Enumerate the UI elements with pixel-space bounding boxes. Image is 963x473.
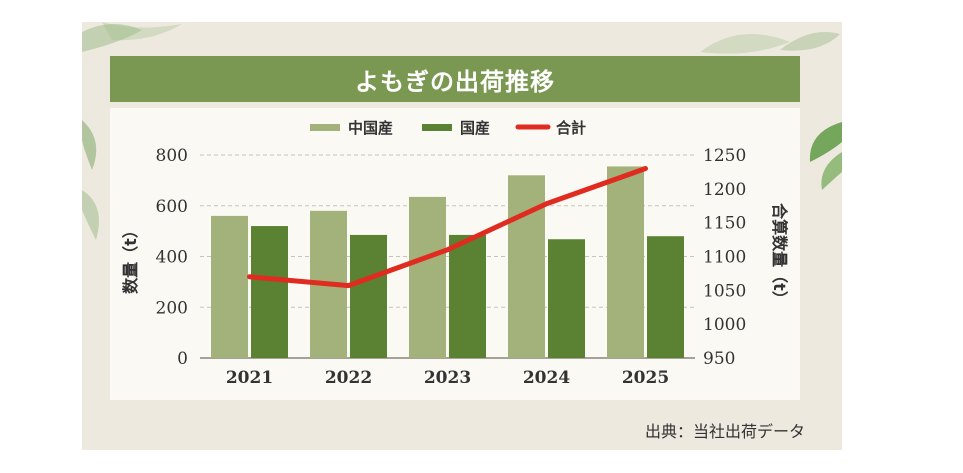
leaf-decoration-right [809,122,842,190]
x-tick-label: 2025 [622,368,669,388]
y2-tick-label: 1150 [703,214,746,234]
bar [548,239,585,358]
bar [449,234,486,358]
leaf-decoration-top-right [700,32,840,54]
y2-tick-label: 950 [703,349,735,369]
x-tick-label: 2023 [424,368,471,388]
y-tick-label: 800 [156,146,188,166]
legend-label: 中国産 [348,119,393,137]
y2-tick-label: 1200 [703,180,746,200]
legend-label: 国産 [460,119,490,137]
leaf-decoration-left [82,120,99,240]
x-tick-label: 2021 [226,368,273,388]
source-note: 出典：当社出荷データ [644,422,805,441]
legend-label: 合計 [555,119,586,137]
title-banner: よもぎの出荷推移 [110,56,800,102]
bar [350,234,387,358]
y-tick-label: 600 [156,197,188,217]
y-tick-label: 200 [156,298,188,318]
y-axis-title: 数量（t） [121,222,140,294]
bar [508,175,545,358]
y-tick-label: 400 [156,248,188,268]
y2-axis-title: 合算数量（t） [770,203,789,307]
bar [607,166,644,358]
y2-tick-label: 1250 [703,146,746,166]
x-tick-label: 2022 [325,368,372,388]
bar [409,196,446,358]
y-tick-label: 0 [177,349,188,369]
chart-title: よもぎの出荷推移 [355,67,555,96]
bar [211,215,248,358]
series-line [247,166,648,289]
y2-tick-label: 1000 [703,315,746,335]
leaf-decoration-top-left [82,22,182,52]
legend-swatch [310,124,340,131]
bar [647,236,684,358]
bar [251,226,288,358]
y2-tick-label: 1100 [703,248,746,268]
x-tick-label: 2024 [523,368,570,388]
legend-swatch [422,124,452,131]
y2-tick-label: 1050 [703,281,746,301]
